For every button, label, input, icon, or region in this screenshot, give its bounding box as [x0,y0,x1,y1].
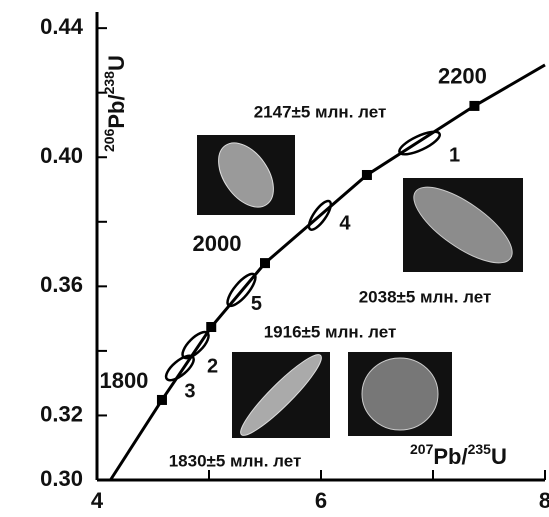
age-annotation: 1830±5 млн. лет [169,451,302,470]
age-label: 2000 [193,231,242,256]
analysis-label: 2 [207,355,218,377]
x-tick-label: 4 [91,488,104,513]
age-mark [156,394,167,405]
age-mark [361,169,372,180]
y-tick-label: 0.44 [40,14,84,39]
error-ellipse [226,272,257,308]
analysis-label: 5 [251,293,262,315]
x-tick-label: 6 [315,488,327,513]
y-tick-label: 0.36 [40,272,83,297]
superscript: 235 [468,441,492,457]
error-ellipse [164,354,195,382]
zircon-grain [240,354,322,436]
zircon-grain [361,357,439,431]
age-annotation: 2147±5 млн. лет [254,102,387,121]
analysis-label: 3 [184,380,195,402]
x-tick-label: 8 [539,488,549,513]
superscript: 238 [101,71,117,95]
age-annotation: 2038±5 млн. лет [359,287,492,306]
y-tick-label: 0.40 [40,143,83,168]
y-tick-label: 0.32 [40,401,83,426]
superscript: 206 [101,128,117,152]
age-label: 2200 [438,64,487,89]
analysis-label: 4 [339,213,351,235]
y-axis-label: 206Pb/238U [101,55,129,152]
y-tick-label: 0.30 [40,466,83,491]
age-annotation: 1916±5 млн. лет [264,322,397,341]
age-mark [260,258,270,269]
error-ellipse [398,130,441,156]
x-axis-label: 207Pb/235U [410,441,507,469]
error-ellipse [307,199,333,231]
label-text: Pb/ [104,94,129,128]
superscript: 207 [410,441,434,457]
zircon-images [197,135,523,438]
label-text: U [491,444,507,469]
zircon-grain [413,186,513,264]
analysis-label: 1 [449,144,460,166]
label-text: Pb/ [433,444,467,469]
zircon-grain [218,142,274,208]
age-mark [469,100,480,111]
age-label: 1800 [99,368,148,393]
label-text: U [104,55,129,71]
age-mark [206,322,217,333]
